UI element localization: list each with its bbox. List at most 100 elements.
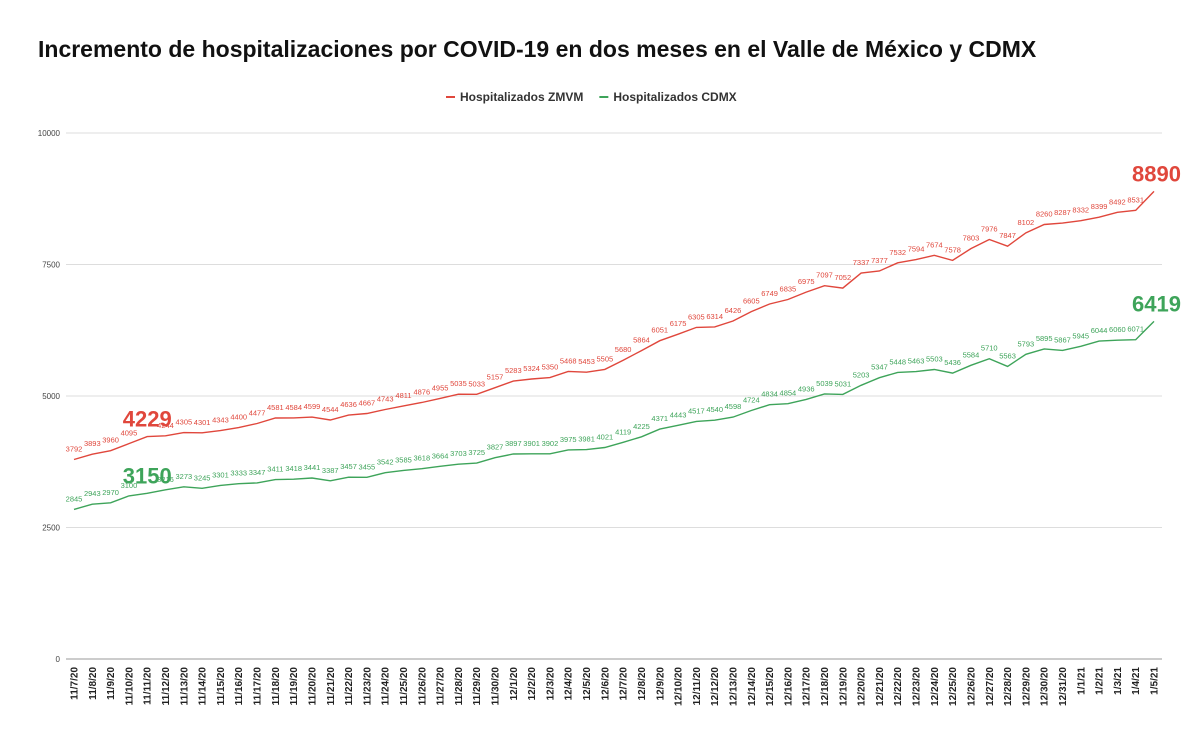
data-label: 4540 bbox=[706, 405, 723, 414]
data-label: 7847 bbox=[999, 231, 1016, 240]
data-label: 3455 bbox=[359, 462, 376, 471]
x-tick-label: 11/7/20 bbox=[70, 667, 81, 700]
data-label: 5710 bbox=[981, 344, 998, 353]
data-label: 3245 bbox=[194, 473, 211, 482]
data-label: 4876 bbox=[413, 388, 430, 397]
x-tick-label: 1/2/21 bbox=[1095, 667, 1106, 695]
x-tick-label: 12/31/20 bbox=[1058, 667, 1069, 706]
x-tick-label: 12/25/20 bbox=[948, 667, 959, 706]
x-tick-label: 12/7/20 bbox=[619, 667, 630, 701]
data-label: 8332 bbox=[1072, 206, 1089, 215]
data-label: 4343 bbox=[212, 416, 229, 425]
x-axis: 11/7/20 11/8/20 11/9/20 11/10/20 11/11/20 11/… bbox=[70, 667, 1161, 706]
data-label: 6175 bbox=[670, 319, 687, 328]
x-tick-label: 11/14/20 bbox=[198, 667, 209, 706]
legend-entry: Hospitalizados CDMX bbox=[613, 90, 736, 104]
data-label: 6044 bbox=[1091, 326, 1108, 335]
x-tick-label: 1/3/21 bbox=[1113, 667, 1124, 695]
data-label: 5203 bbox=[853, 370, 870, 379]
x-tick-label: 11/22/20 bbox=[344, 667, 355, 706]
highlight-label: 8890 bbox=[1132, 161, 1181, 186]
series-line bbox=[73, 320, 1155, 511]
data-label: 5584 bbox=[963, 350, 980, 359]
data-label: 3387 bbox=[322, 466, 339, 475]
data-label: 5283 bbox=[505, 366, 522, 375]
x-tick-label: 12/13/20 bbox=[728, 667, 739, 706]
data-label: 2943 bbox=[84, 489, 101, 498]
data-label: 3585 bbox=[395, 455, 412, 464]
data-label: 5033 bbox=[468, 379, 485, 388]
data-label: 2970 bbox=[102, 488, 119, 497]
data-label: 4301 bbox=[194, 418, 211, 427]
x-tick-label: 12/29/20 bbox=[1021, 667, 1032, 706]
data-label: 4955 bbox=[432, 383, 449, 392]
data-label: 4477 bbox=[249, 409, 266, 418]
x-tick-label: 12/20/20 bbox=[857, 667, 868, 706]
data-label: 3664 bbox=[432, 451, 449, 460]
x-tick-label: 12/4/20 bbox=[564, 667, 575, 701]
data-label: 5350 bbox=[542, 363, 559, 372]
x-tick-label: 11/26/20 bbox=[417, 667, 428, 706]
highlight-label: 6419 bbox=[1132, 291, 1181, 316]
data-label: 3457 bbox=[340, 462, 357, 471]
data-label: 4936 bbox=[798, 384, 815, 393]
data-label: 4743 bbox=[377, 395, 394, 404]
chart-title: Incremento de hospitalizaciones por COVI… bbox=[38, 36, 1037, 62]
data-label: 5793 bbox=[1018, 339, 1035, 348]
data-label: 6835 bbox=[780, 284, 797, 293]
data-label: 3827 bbox=[487, 443, 504, 452]
x-tick-label: 12/9/20 bbox=[655, 667, 666, 701]
x-tick-label: 11/10/20 bbox=[124, 667, 135, 706]
x-tick-label: 12/2/20 bbox=[527, 667, 538, 701]
x-tick-label: 12/30/20 bbox=[1040, 667, 1051, 706]
x-tick-label: 1/5/21 bbox=[1150, 667, 1161, 695]
data-label: 7594 bbox=[908, 245, 925, 254]
x-tick-label: 12/6/20 bbox=[600, 667, 611, 701]
data-label: 3618 bbox=[413, 454, 430, 463]
x-tick-label: 12/10/20 bbox=[674, 667, 685, 706]
data-label: 3975 bbox=[560, 435, 577, 444]
x-tick-label: 11/16/20 bbox=[234, 667, 245, 706]
x-tick-label: 11/17/20 bbox=[253, 667, 264, 706]
x-tick-label: 11/29/20 bbox=[472, 667, 483, 706]
x-tick-label: 12/19/20 bbox=[838, 667, 849, 706]
data-label: 5505 bbox=[597, 354, 614, 363]
data-label: 6605 bbox=[743, 297, 760, 306]
data-label: 3100 bbox=[121, 481, 138, 490]
data-label: 7097 bbox=[816, 271, 833, 280]
data-label: 5324 bbox=[523, 364, 540, 373]
x-tick-label: 12/23/20 bbox=[912, 667, 923, 706]
data-label: 5157 bbox=[487, 373, 504, 382]
x-tick-label: 12/18/20 bbox=[820, 667, 831, 706]
data-label: 3333 bbox=[230, 469, 247, 478]
data-label: 6051 bbox=[651, 326, 668, 335]
x-tick-label: 12/15/20 bbox=[765, 667, 776, 706]
data-label: 3960 bbox=[102, 436, 119, 445]
x-tick-label: 11/24/20 bbox=[381, 667, 392, 706]
x-tick-label: 11/9/20 bbox=[106, 667, 117, 700]
y-tick-label: 7500 bbox=[42, 261, 60, 270]
y-tick-label: 0 bbox=[56, 655, 61, 664]
data-label: 3792 bbox=[66, 445, 83, 454]
data-label: 8399 bbox=[1091, 202, 1108, 211]
x-tick-label: 11/28/20 bbox=[454, 667, 465, 706]
data-label: 6305 bbox=[688, 312, 705, 321]
data-label: 5463 bbox=[908, 357, 925, 366]
data-label: 5039 bbox=[816, 379, 833, 388]
data-label: 3418 bbox=[285, 464, 302, 473]
highlight-label: 4229 bbox=[123, 407, 172, 432]
x-tick-label: 11/8/20 bbox=[88, 667, 99, 700]
data-label: 4854 bbox=[780, 389, 797, 398]
data-label: 3981 bbox=[578, 435, 595, 444]
series-line bbox=[73, 190, 1155, 461]
y-tick-label: 5000 bbox=[42, 392, 60, 401]
data-label: 4021 bbox=[597, 432, 614, 441]
data-label: 3216 bbox=[157, 475, 174, 484]
data-label: 4667 bbox=[359, 399, 376, 408]
series-layer bbox=[73, 190, 1155, 511]
data-label: 7578 bbox=[944, 245, 961, 254]
data-label: 2845 bbox=[66, 494, 83, 503]
